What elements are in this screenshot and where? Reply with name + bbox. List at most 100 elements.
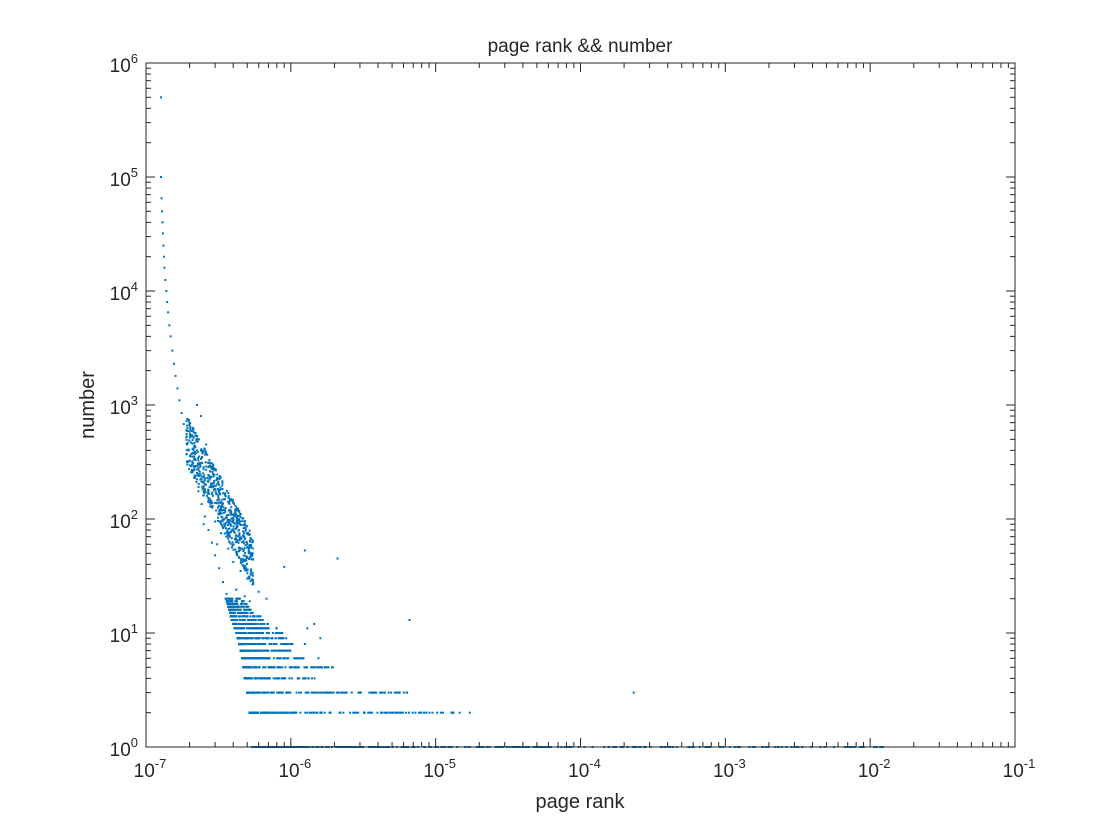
data-point [244, 602, 247, 605]
data-point [242, 600, 245, 603]
data-point [392, 711, 395, 714]
data-point [197, 459, 200, 462]
x-tick-label: 10-1 [1003, 756, 1036, 782]
data-point [197, 466, 200, 469]
data-point [319, 711, 322, 714]
data-point [248, 643, 251, 646]
data-point [190, 452, 193, 455]
data-point [213, 485, 216, 488]
data-point [216, 502, 219, 505]
data-point [246, 556, 249, 559]
data-point [235, 608, 238, 611]
data-point [241, 517, 244, 520]
data-point [247, 608, 250, 611]
data-point [192, 462, 195, 465]
data-point [431, 711, 434, 714]
data-point [385, 711, 388, 714]
data-point [303, 666, 306, 669]
data-point [249, 611, 252, 614]
data-point [244, 615, 247, 618]
data-point [242, 517, 245, 520]
data-point [349, 711, 352, 714]
data-point [270, 637, 273, 640]
data-point [265, 649, 268, 652]
data-point [229, 509, 232, 512]
data-point [238, 597, 241, 600]
data-point [357, 691, 360, 694]
data-point [259, 615, 262, 618]
data-point [239, 520, 242, 523]
data-point [229, 524, 232, 527]
data-point [272, 677, 275, 680]
data-point [227, 600, 230, 603]
data-point [210, 462, 213, 465]
data-point [209, 505, 212, 508]
data-point [226, 529, 229, 532]
data-point [207, 529, 210, 532]
data-point [249, 608, 252, 611]
data-point [252, 627, 255, 630]
data-point [233, 538, 236, 541]
data-point [266, 622, 269, 625]
data-point [185, 449, 188, 452]
data-point [213, 487, 216, 490]
data-point [261, 637, 264, 640]
data-point [383, 711, 386, 714]
data-point [271, 711, 274, 714]
data-point [303, 549, 306, 552]
data-point [277, 632, 280, 634]
data-point [224, 522, 227, 525]
data-point [328, 711, 331, 714]
data-point [263, 643, 266, 646]
data-point [230, 602, 233, 605]
data-point [237, 519, 240, 522]
data-point [166, 301, 169, 304]
data-point [210, 492, 213, 495]
data-point [244, 632, 247, 634]
data-point [233, 502, 236, 505]
data-point [164, 278, 167, 281]
data-point [210, 466, 213, 469]
data-point [370, 691, 373, 694]
data-point [198, 455, 201, 458]
data-point [288, 666, 291, 669]
data-point [220, 532, 223, 535]
data-point [273, 666, 276, 669]
data-point [242, 622, 245, 625]
data-point [187, 419, 190, 422]
data-point [233, 602, 236, 605]
data-point [247, 666, 250, 669]
data-point [236, 597, 239, 600]
data-point [244, 637, 247, 640]
data-point [242, 637, 245, 640]
data-point [222, 527, 225, 530]
data-point [195, 434, 198, 437]
data-point [245, 540, 248, 543]
data-point [240, 558, 243, 561]
data-point [197, 485, 200, 488]
data-point [233, 608, 236, 611]
data-point [226, 519, 229, 522]
y-tick-label: 106 [110, 51, 138, 77]
data-point [242, 550, 245, 553]
data-point [259, 632, 262, 634]
data-point [320, 691, 323, 694]
data-point [222, 511, 225, 514]
data-point [234, 527, 237, 530]
data-point [227, 500, 230, 503]
data-point [192, 447, 195, 450]
data-point [259, 619, 262, 622]
data-point [241, 541, 244, 544]
data-point [310, 677, 313, 680]
data-point [238, 534, 241, 537]
data-point [247, 632, 250, 634]
data-point [246, 543, 249, 546]
data-point [208, 485, 211, 488]
data-point [227, 495, 230, 498]
data-point [252, 581, 255, 584]
data-point [225, 535, 228, 538]
data-point [290, 677, 293, 680]
data-point [201, 455, 204, 458]
data-point [314, 666, 317, 669]
data-point [247, 605, 250, 608]
